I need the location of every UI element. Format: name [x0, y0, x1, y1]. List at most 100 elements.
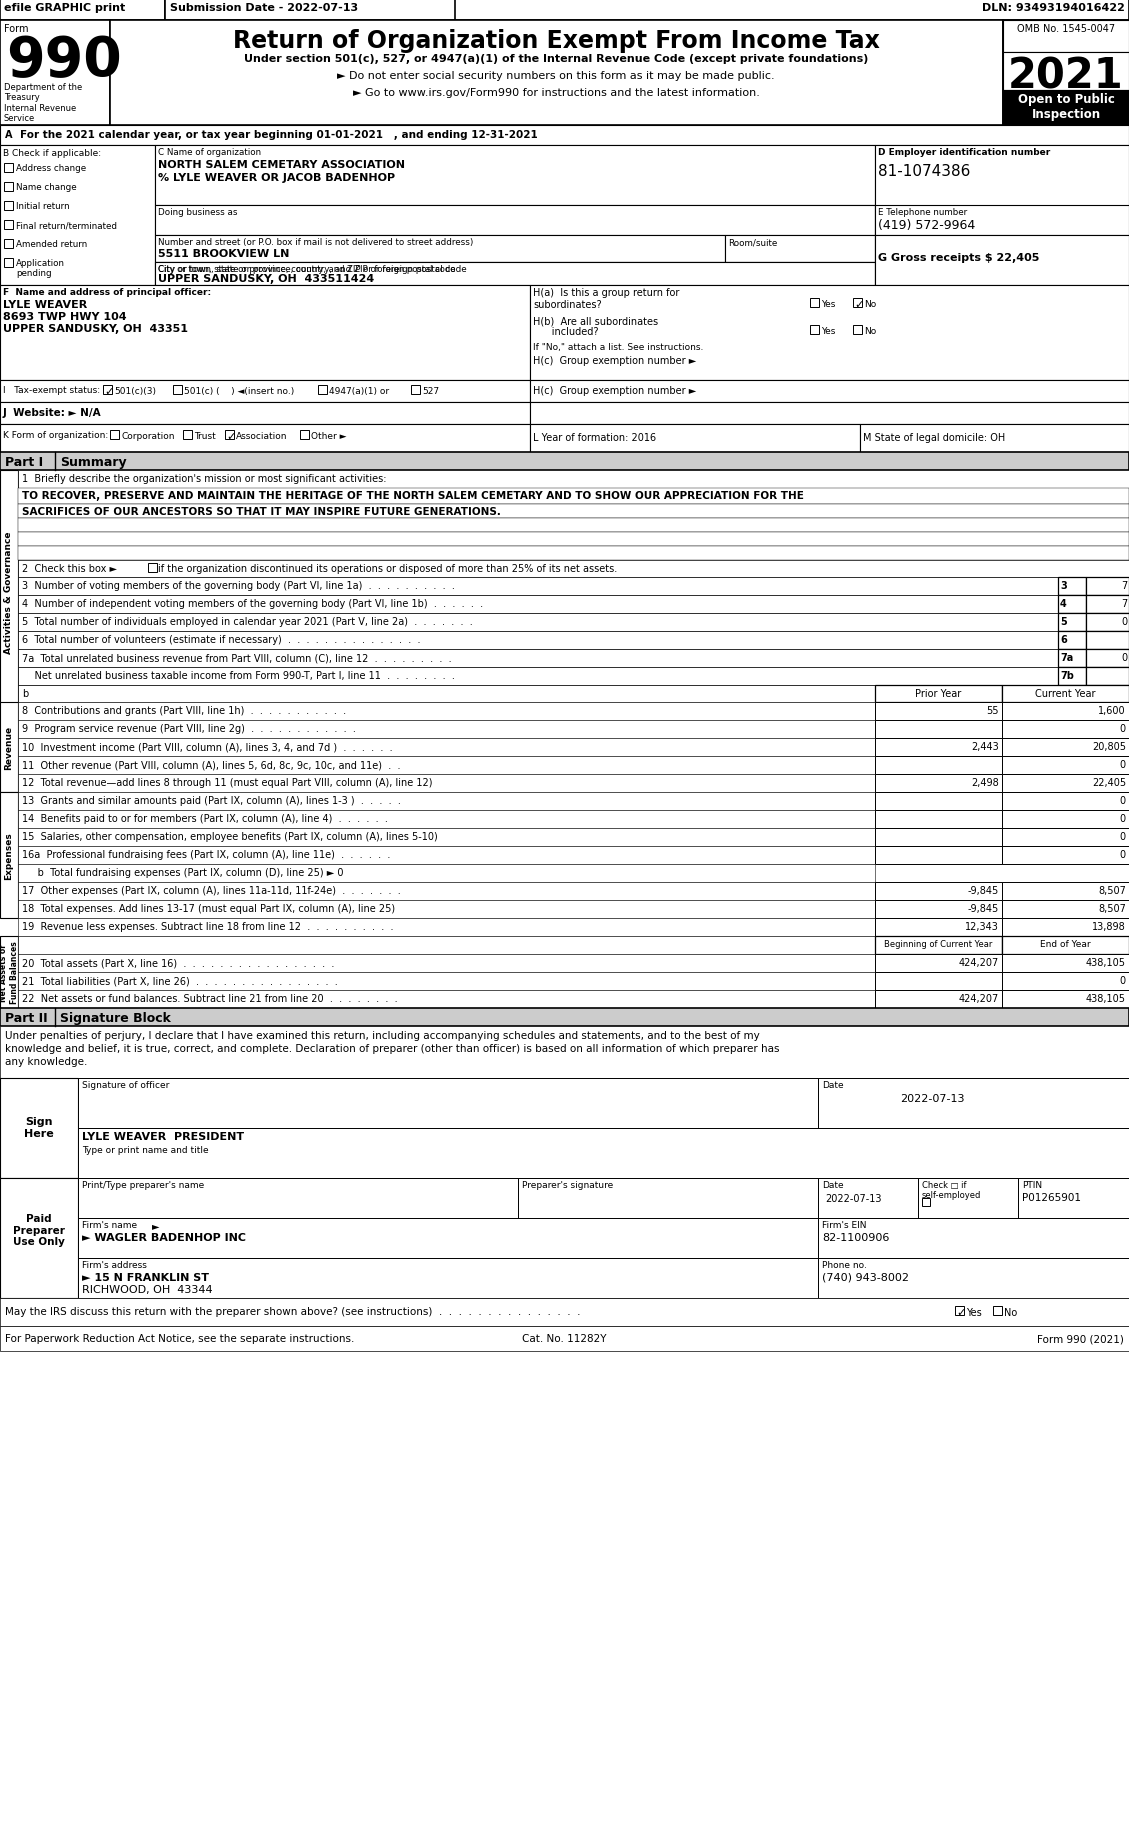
Text: ✓: ✓	[104, 386, 113, 397]
Text: (419) 572-9964: (419) 572-9964	[878, 220, 975, 232]
Text: For Paperwork Reduction Act Notice, see the separate instructions.: For Paperwork Reduction Act Notice, see …	[5, 1334, 355, 1343]
Text: P01265901: P01265901	[1022, 1193, 1080, 1202]
Text: ► Go to www.irs.gov/Form990 for instructions and the latest information.: ► Go to www.irs.gov/Form990 for instruct…	[352, 88, 760, 99]
Bar	[518, 1179, 819, 1219]
Bar	[1003, 792, 1129, 811]
Bar	[18, 686, 1129, 703]
Text: NORTH SALEM CEMETARY ASSOCIATION: NORTH SALEM CEMETARY ASSOCIATION	[158, 159, 405, 170]
Text: Type or print name and title: Type or print name and title	[82, 1146, 209, 1155]
Bar	[18, 955, 875, 972]
Text: Part I: Part I	[5, 456, 43, 468]
Text: 2021: 2021	[1008, 55, 1123, 97]
Bar	[1058, 578, 1086, 597]
Bar	[18, 578, 1058, 597]
Text: ✓: ✓	[226, 432, 235, 441]
Text: Submission Date - 2022-07-13: Submission Date - 2022-07-13	[170, 4, 358, 13]
Text: Cat. No. 11282Y: Cat. No. 11282Y	[522, 1334, 606, 1343]
Text: b  Total fundraising expenses (Part IX, column (D), line 25) ► 0: b Total fundraising expenses (Part IX, c…	[21, 867, 343, 878]
Bar	[1003, 972, 1129, 990]
Bar	[18, 631, 1058, 650]
Bar	[854, 298, 863, 307]
Bar	[110, 430, 119, 439]
Text: Beginning of Current Year: Beginning of Current Year	[884, 939, 992, 948]
Text: 8  Contributions and grants (Part VIII, line 1h)  .  .  .  .  .  .  .  .  .  .  : 8 Contributions and grants (Part VIII, l…	[21, 706, 347, 716]
Text: Form: Form	[5, 24, 28, 35]
Bar	[0, 285, 530, 381]
Text: Summary: Summary	[60, 456, 126, 468]
Text: 527: 527	[422, 386, 439, 395]
Text: Date: Date	[822, 1180, 843, 1190]
Text: 424,207: 424,207	[959, 994, 999, 1003]
Bar	[165, 0, 455, 20]
Text: TO RECOVER, PRESERVE AND MAINTAIN THE HERITAGE OF THE NORTH SALEM CEMETARY AND T: TO RECOVER, PRESERVE AND MAINTAIN THE HE…	[21, 490, 804, 501]
Text: 81-1074386: 81-1074386	[878, 165, 970, 179]
Bar	[875, 146, 1129, 285]
Bar	[1018, 1179, 1129, 1219]
Text: Yes: Yes	[821, 300, 835, 309]
Bar	[1086, 668, 1129, 686]
Text: Firm's address: Firm's address	[82, 1261, 147, 1270]
Text: J  Website: ► N/A: J Website: ► N/A	[3, 408, 102, 417]
Bar	[78, 1129, 1129, 1179]
Text: For the 2021 calendar year, or tax year beginning 01-01-2021   , and ending 12-3: For the 2021 calendar year, or tax year …	[20, 130, 537, 139]
Text: Firm's EIN: Firm's EIN	[822, 1221, 866, 1230]
Text: 21  Total liabilities (Part X, line 26)  .  .  .  .  .  .  .  .  .  .  .  .  .  : 21 Total liabilities (Part X, line 26) .…	[21, 975, 338, 986]
Text: 22,405: 22,405	[1092, 778, 1126, 787]
Bar	[155, 236, 725, 264]
Text: 12,343: 12,343	[965, 922, 999, 931]
Text: ► Do not enter social security numbers on this form as it may be made public.: ► Do not enter social security numbers o…	[338, 71, 774, 81]
Bar	[18, 829, 875, 847]
Text: 13  Grants and similar amounts paid (Part IX, column (A), lines 1-3 )  .  .  .  : 13 Grants and similar amounts paid (Part…	[21, 796, 401, 805]
Text: 0: 0	[1121, 653, 1127, 662]
Bar	[1003, 703, 1129, 721]
Text: 501(c) (    ) ◄(insert no.): 501(c) ( ) ◄(insert no.)	[184, 386, 295, 395]
Bar	[18, 518, 1129, 533]
Text: City or town, state or province, country, and ZIP or foreign postal code: City or town, state or province, country…	[158, 265, 466, 274]
Text: Phone no.: Phone no.	[822, 1261, 867, 1270]
Text: Prior Year: Prior Year	[914, 688, 961, 699]
Bar	[0, 0, 165, 20]
Bar	[875, 919, 1003, 937]
Bar	[1003, 882, 1129, 900]
Text: knowledge and belief, it is true, correct, and complete. Declaration of preparer: knowledge and belief, it is true, correc…	[5, 1043, 779, 1054]
Text: ✓: ✓	[956, 1307, 965, 1318]
Text: C Name of organization: C Name of organization	[158, 148, 261, 157]
Text: City or town, state or province, country, and ZIP or foreign postal code: City or town, state or province, country…	[158, 265, 455, 274]
Text: Sign
Here: Sign Here	[24, 1116, 54, 1138]
Bar	[875, 955, 1003, 972]
Text: Open to Public
Inspection: Open to Public Inspection	[1017, 93, 1114, 121]
Bar	[1003, 686, 1129, 703]
Text: Signature of officer: Signature of officer	[82, 1080, 169, 1089]
Bar	[18, 547, 1129, 560]
Bar	[18, 533, 1129, 547]
Bar	[0, 1027, 1129, 1078]
Text: (740) 943-8002: (740) 943-8002	[822, 1272, 909, 1283]
Bar	[411, 386, 420, 395]
Bar	[530, 381, 1129, 403]
Bar	[0, 425, 530, 452]
Text: 2022-07-13: 2022-07-13	[900, 1093, 964, 1103]
Bar	[0, 403, 530, 425]
Bar	[1003, 721, 1129, 739]
Text: Print/Type preparer's name: Print/Type preparer's name	[82, 1180, 204, 1190]
Text: Address change: Address change	[16, 165, 86, 172]
Bar	[18, 937, 875, 955]
Text: 0: 0	[1120, 814, 1126, 824]
Text: Other ►: Other ►	[310, 432, 347, 441]
Text: Yes: Yes	[966, 1307, 982, 1318]
Bar	[1003, 900, 1129, 919]
Bar	[18, 739, 875, 756]
Text: ► 15 N FRANKLIN ST: ► 15 N FRANKLIN ST	[82, 1272, 209, 1283]
Text: Yes: Yes	[821, 328, 835, 337]
Bar	[18, 864, 875, 882]
Bar	[0, 792, 18, 919]
Bar	[18, 505, 1129, 518]
Text: SACRIFICES OF OUR ANCESTORS SO THAT IT MAY INSPIRE FUTURE GENERATIONS.: SACRIFICES OF OUR ANCESTORS SO THAT IT M…	[21, 507, 501, 516]
Bar	[18, 668, 1058, 686]
Text: Current Year: Current Year	[1035, 688, 1095, 699]
Text: 4  Number of independent voting members of the governing body (Part VI, line 1b): 4 Number of independent voting members o…	[21, 598, 483, 609]
Text: 15  Salaries, other compensation, employee benefits (Part IX, column (A), lines : 15 Salaries, other compensation, employe…	[21, 831, 438, 842]
Text: H(c)  Group exemption number ►: H(c) Group exemption number ►	[533, 355, 697, 366]
Bar	[1086, 631, 1129, 650]
Bar	[530, 403, 1129, 425]
